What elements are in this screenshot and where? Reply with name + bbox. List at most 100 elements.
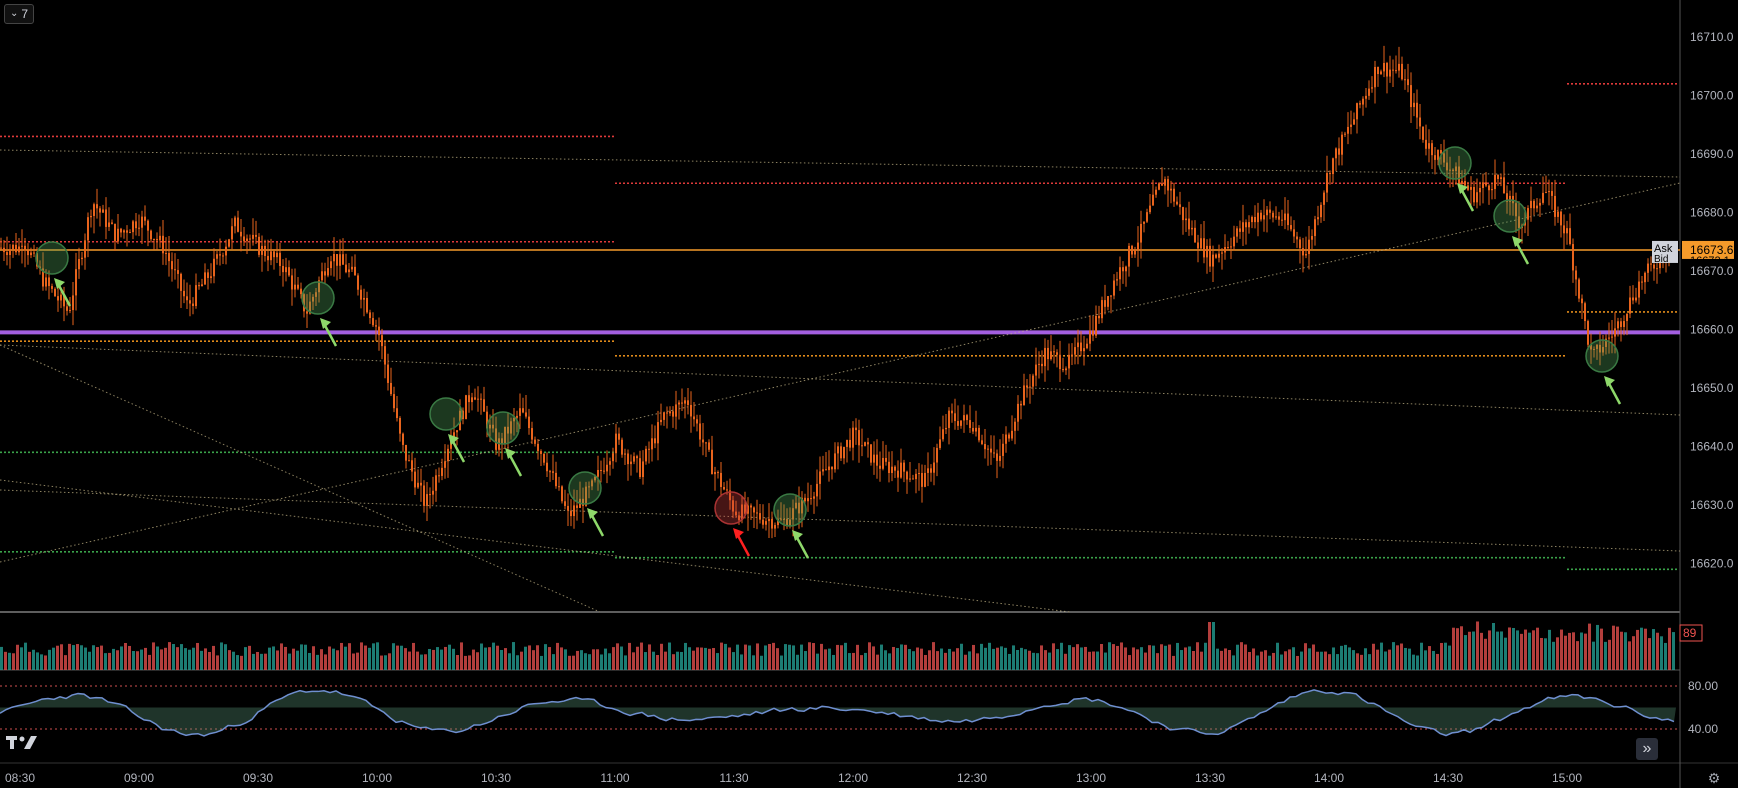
candle-body — [1602, 346, 1604, 353]
volume-bar — [1344, 644, 1347, 670]
candle-body — [1236, 228, 1238, 237]
candle-body — [801, 497, 803, 514]
candle-body — [1143, 221, 1145, 224]
candle-body — [1317, 217, 1319, 220]
volume-bar — [684, 642, 687, 670]
candle-body — [573, 505, 575, 517]
candle-body — [948, 410, 950, 428]
candle-body — [1527, 208, 1529, 220]
candle-body — [1470, 187, 1472, 190]
volume-bar — [1096, 651, 1099, 670]
volume-bar — [616, 643, 619, 670]
settings-gear-icon[interactable]: ⚙ — [1707, 770, 1721, 786]
volume-bar — [820, 643, 823, 670]
volume-bar — [92, 645, 95, 670]
signal-markers — [35, 146, 1622, 559]
candle-body — [1251, 216, 1253, 223]
candle-body — [1494, 174, 1496, 190]
candle-body — [1083, 348, 1085, 352]
volume-bar — [728, 647, 731, 670]
volume-bar — [1440, 642, 1443, 670]
candle-body — [1485, 182, 1487, 186]
candle-body — [864, 442, 866, 446]
candle-body — [972, 427, 974, 432]
candle-body — [387, 364, 389, 383]
candle-body — [552, 471, 554, 473]
time-tick-label: 09:30 — [243, 771, 273, 785]
candle-body — [699, 423, 701, 440]
volume-bar — [448, 644, 451, 670]
candle-body — [708, 442, 710, 450]
volume-bar — [1116, 645, 1119, 670]
volume-bar — [1556, 637, 1559, 670]
candle-body — [486, 411, 488, 429]
volume-bar — [944, 652, 947, 670]
volume-bar — [772, 642, 775, 670]
candle-body — [492, 424, 494, 429]
candle-body — [294, 284, 296, 290]
candle-body — [306, 311, 308, 314]
candle-body — [1329, 173, 1331, 175]
volume-bar — [1600, 628, 1603, 670]
volume-bar — [1436, 653, 1439, 670]
osc-line — [0, 689, 1675, 737]
candle-body — [1620, 321, 1622, 327]
volume-bar — [1444, 642, 1447, 670]
volume-bar — [172, 644, 175, 670]
candle-body — [687, 400, 689, 405]
volume-bar — [1260, 651, 1263, 670]
volume-bar — [1040, 645, 1043, 670]
volume-bar — [1004, 647, 1007, 670]
candle-body — [612, 453, 614, 462]
candle-body — [879, 465, 881, 469]
candle-body — [1290, 225, 1292, 230]
candle-body — [120, 228, 122, 233]
candle-body — [1608, 337, 1610, 339]
candle-body — [1263, 215, 1265, 220]
candle-body — [1017, 403, 1019, 422]
volume-bar — [1564, 635, 1567, 670]
volume-bar — [1160, 644, 1163, 670]
candle-body — [312, 296, 314, 302]
candle-body — [138, 227, 140, 229]
candle-body — [1266, 209, 1268, 216]
scroll-to-realtime-button[interactable]: » — [1636, 738, 1658, 760]
volume-bar — [1460, 626, 1463, 670]
candle-body — [345, 264, 347, 273]
volume-bar — [1176, 642, 1179, 670]
candle-body — [144, 216, 146, 221]
candle-body — [1629, 297, 1631, 314]
candle-body — [747, 505, 749, 514]
candle-body — [900, 462, 902, 478]
osc-fill — [0, 689, 1676, 736]
candle-body — [1176, 201, 1178, 205]
volume-bar — [824, 649, 827, 670]
candle-body — [99, 208, 101, 213]
candle-body — [1590, 344, 1592, 350]
candle-body — [666, 412, 668, 414]
volume-bar — [896, 648, 899, 670]
volume-bar — [976, 653, 979, 670]
candle-body — [816, 483, 818, 497]
candle-body — [891, 466, 893, 474]
volume-bar — [1324, 651, 1327, 670]
volume-bar — [388, 653, 391, 670]
candle-body — [1050, 351, 1052, 360]
price-tick-label: 16680.0 — [1690, 206, 1734, 220]
volume-bar — [1472, 631, 1475, 670]
volume-bar — [1508, 627, 1511, 670]
bid-label: Bid — [1654, 254, 1668, 265]
indicator-toggle-button[interactable]: ⌄ 7 — [4, 4, 35, 24]
volume-bar — [676, 651, 679, 670]
volume-bar — [1480, 632, 1483, 670]
volume-bar — [496, 645, 499, 670]
volume-bar — [1136, 649, 1139, 670]
candle-body — [156, 238, 158, 241]
candle-body — [672, 411, 674, 417]
volume-bar — [1104, 652, 1107, 670]
volume-bar — [844, 642, 847, 670]
candle-body — [1239, 228, 1241, 232]
candle-body — [1392, 69, 1394, 71]
candle-body — [1086, 343, 1088, 349]
